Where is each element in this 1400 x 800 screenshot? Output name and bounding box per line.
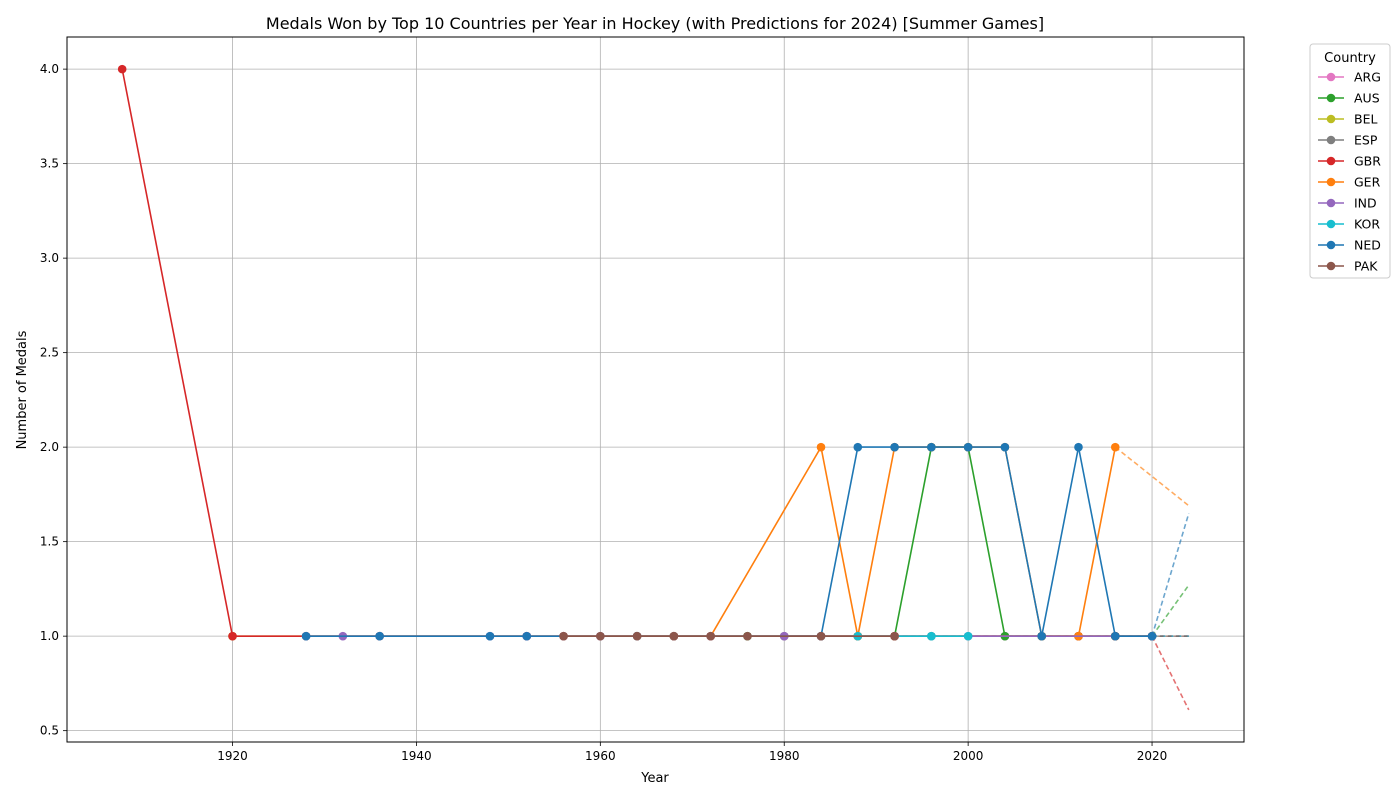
x-tick-label: 1940	[401, 749, 432, 763]
legend-label-ind: IND	[1354, 196, 1377, 211]
legend-label-ger: GER	[1354, 175, 1381, 190]
legend: Country ARG AUS BEL ESP GBR GER IND KOR NED PAK	[1309, 43, 1391, 279]
data-point-ger	[1110, 442, 1120, 452]
data-point-pak	[743, 631, 752, 641]
legend-label-arg: ARG	[1354, 70, 1381, 85]
y-tick-label: 2.5	[40, 346, 59, 360]
series-lines	[117, 64, 1157, 641]
prediction-line-gbr	[1151, 635, 1190, 711]
legend-marker-aus	[1326, 93, 1336, 103]
data-point-pak	[596, 631, 605, 641]
data-point-ned	[1074, 442, 1083, 452]
data-point-ned	[890, 442, 899, 452]
legend-marker-esp	[1326, 135, 1336, 145]
legend-marker-ind	[1326, 198, 1336, 208]
legend-label-pak: PAK	[1354, 259, 1378, 274]
data-point-ned	[522, 631, 532, 641]
data-point-ned	[485, 631, 495, 641]
legend-marker-arg	[1326, 72, 1336, 82]
y-tick-label: 1.5	[40, 535, 59, 549]
data-point-ned	[853, 442, 863, 452]
legend-label-aus: AUS	[1354, 91, 1380, 106]
data-point-gbr	[228, 631, 237, 641]
data-point-ned	[963, 442, 973, 452]
data-point-ned	[927, 442, 936, 452]
legend-label-esp: ESP	[1354, 133, 1378, 148]
data-point-kor	[963, 631, 973, 641]
legend-label-kor: KOR	[1354, 217, 1380, 232]
x-tick-label: 1920	[217, 749, 248, 763]
y-axis-label: Number of Medals	[15, 330, 30, 449]
data-point-gbr	[117, 64, 127, 74]
series-line-ned	[306, 446, 1152, 638]
y-tick-label: 3.0	[40, 251, 59, 265]
legend-marker-pak	[1326, 261, 1336, 271]
legend-marker-kor	[1326, 219, 1336, 229]
data-point-pak	[706, 631, 715, 641]
data-point-ger	[816, 442, 826, 452]
legend-label-bel: BEL	[1354, 112, 1377, 127]
data-point-pak	[816, 631, 826, 641]
legend-item-bel: BEL	[1318, 112, 1377, 127]
plot-frame	[66, 36, 1245, 743]
ticks: 1920 1940 1960 1980 2000 2020 0.5 1.0 1.5 2.0 2.5 3…	[40, 62, 1167, 763]
legend-item-ned: NED	[1318, 238, 1381, 253]
data-point-ned	[301, 631, 311, 641]
legend-item-arg: ARG	[1318, 70, 1381, 85]
data-point-kor	[927, 631, 936, 641]
legend-items: ARG AUS BEL ESP GBR GER IND KOR NED PAK	[1318, 70, 1381, 274]
data-point-ned	[1110, 631, 1120, 641]
legend-marker-bel	[1326, 114, 1336, 124]
legend-title: Country	[1324, 51, 1376, 66]
data-point-pak	[890, 631, 899, 641]
data-point-ned	[1037, 631, 1047, 641]
data-point-pak	[632, 631, 642, 641]
series-pak	[559, 631, 899, 641]
x-tick-label: 2020	[1137, 749, 1168, 763]
data-point-ned	[1147, 631, 1157, 641]
legend-item-aus: AUS	[1318, 91, 1380, 106]
data-point-pak	[559, 631, 568, 641]
legend-label-ned: NED	[1354, 238, 1381, 253]
legend-box	[1309, 43, 1391, 279]
legend-item-ger: GER	[1318, 175, 1381, 190]
prediction-line-ned	[1151, 513, 1190, 637]
legend-marker-gbr	[1326, 156, 1336, 166]
series-ned	[301, 442, 1157, 641]
data-point-ned	[1000, 442, 1010, 452]
y-tick-label: 3.5	[40, 157, 59, 171]
y-tick-label: 4.0	[40, 62, 59, 76]
y-tick-label: 2.0	[40, 440, 59, 454]
legend-item-kor: KOR	[1318, 217, 1380, 232]
y-tick-label: 0.5	[40, 724, 59, 738]
legend-item-pak: PAK	[1318, 259, 1378, 274]
grid	[67, 37, 1244, 742]
x-axis-label: Year	[640, 771, 669, 786]
legend-item-esp: ESP	[1318, 133, 1378, 148]
legend-item-ind: IND	[1318, 196, 1377, 211]
y-tick-label: 1.0	[40, 629, 59, 643]
x-tick-label: 1960	[585, 749, 616, 763]
x-tick-label: 2000	[953, 749, 984, 763]
data-point-pak	[669, 631, 679, 641]
legend-label-gbr: GBR	[1354, 154, 1381, 169]
data-point-ned	[375, 631, 384, 641]
chart-title: Medals Won by Top 10 Countries per Year …	[266, 14, 1044, 33]
legend-marker-ned	[1326, 240, 1336, 250]
legend-item-gbr: GBR	[1318, 154, 1381, 169]
legend-marker-ger	[1326, 177, 1336, 187]
prediction-line-aus	[1151, 584, 1190, 637]
x-tick-label: 1980	[769, 749, 800, 763]
